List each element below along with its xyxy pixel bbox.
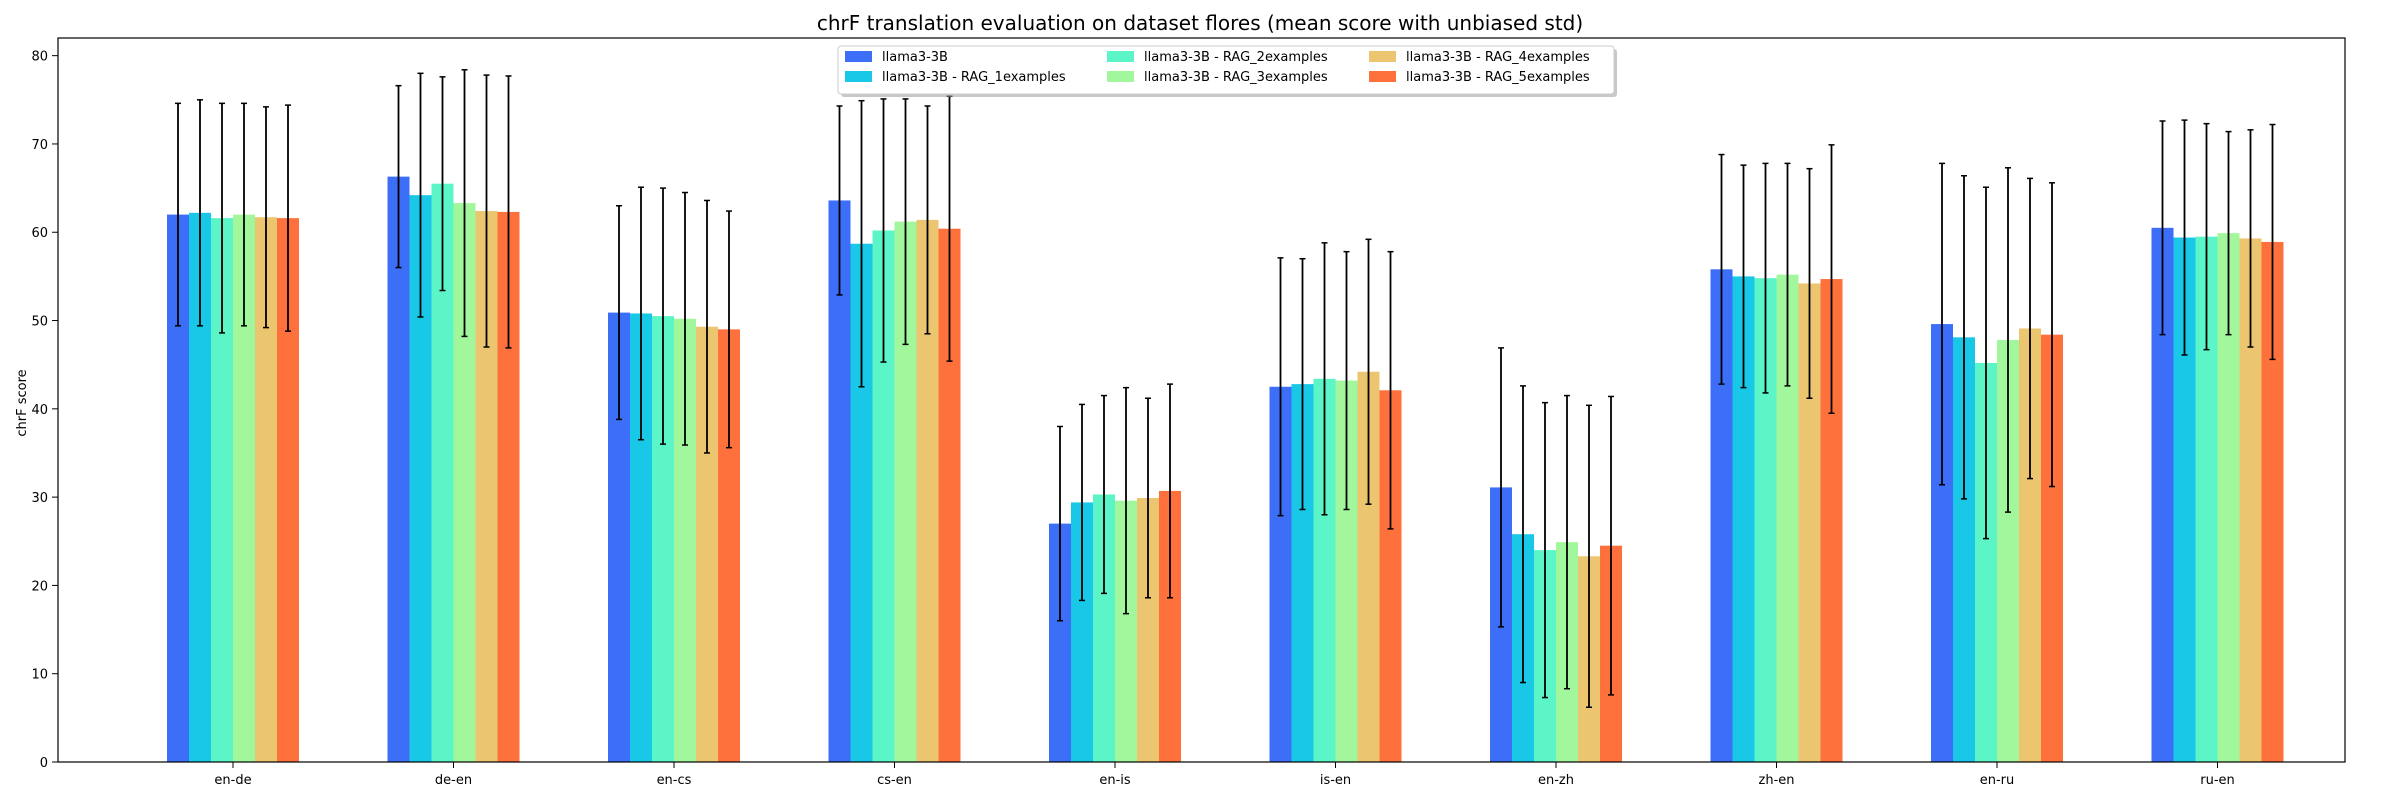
bar-de-en-series-4 bbox=[453, 203, 476, 763]
legend-label: llama3-3B - RAG_4examples bbox=[1406, 50, 1590, 65]
bar-en-ru-series-3 bbox=[1975, 362, 1997, 762]
y-tick-label: 80 bbox=[31, 50, 48, 65]
legend-swatch bbox=[1107, 71, 1134, 82]
bar-en-is-series-1 bbox=[1049, 523, 1071, 762]
bar-en-is-series-2 bbox=[1071, 502, 1093, 762]
bar-en-ru-series-6 bbox=[2041, 334, 2063, 762]
bar-is-en-series-3 bbox=[1313, 378, 1336, 762]
bar-ru-en-series-5 bbox=[2239, 238, 2262, 763]
bars-layer bbox=[167, 176, 2284, 763]
y-tick-label: 30 bbox=[31, 491, 48, 506]
bar-en-is-series-5 bbox=[1137, 498, 1159, 762]
x-tick-label: zh-en bbox=[1759, 773, 1795, 788]
y-tick-label: 50 bbox=[31, 315, 48, 330]
legend-swatch bbox=[1107, 51, 1134, 62]
bar-en-ru-series-4 bbox=[1997, 339, 2019, 762]
bar-en-cs-series-2 bbox=[630, 313, 652, 762]
axes: 0 10 20 30 40 50 60 70 80 en-de de-en en-cs cs-en en-… bbox=[31, 37, 2346, 788]
y-tick-label: 40 bbox=[31, 403, 48, 418]
legend-swatch bbox=[845, 71, 872, 82]
x-tick-label: en-de bbox=[214, 773, 251, 788]
legend-label: llama3-3B - RAG_1examples bbox=[882, 70, 1066, 85]
bar-zh-en-series-5 bbox=[1798, 283, 1821, 762]
x-tick-label: en-ru bbox=[1980, 773, 2015, 788]
bar-de-en-series-6 bbox=[497, 211, 520, 762]
legend-swatch bbox=[1369, 71, 1396, 82]
legend-box bbox=[837, 45, 1615, 95]
bar-zh-en-series-4 bbox=[1776, 274, 1799, 762]
bar-is-en-series-2 bbox=[1291, 384, 1314, 762]
bar-ru-en-series-3 bbox=[2195, 236, 2218, 762]
legend-label: llama3-3B - RAG_2examples bbox=[1144, 50, 1328, 65]
bar-de-en-series-3 bbox=[431, 183, 454, 762]
bar-en-ru-series-2 bbox=[1953, 337, 1975, 762]
bar-ru-en-series-6 bbox=[2261, 241, 2284, 762]
x-tick-label: ru-en bbox=[2200, 773, 2235, 788]
bar-en-is-series-4 bbox=[1115, 500, 1137, 762]
x-tick-label: en-is bbox=[1099, 773, 1131, 788]
x-tick-label: is-en bbox=[1320, 773, 1351, 788]
legend-swatch bbox=[845, 51, 872, 62]
error-bars-layer bbox=[175, 69, 2276, 709]
x-tick-label: en-cs bbox=[657, 773, 692, 788]
bar-is-en-series-4 bbox=[1335, 380, 1358, 762]
legend-label: llama3-3B - RAG_5examples bbox=[1406, 70, 1590, 85]
bar-zh-en-series-3 bbox=[1754, 278, 1777, 762]
bar-de-en-series-1 bbox=[387, 176, 410, 762]
bar-en-is-series-3 bbox=[1093, 494, 1115, 762]
x-tick-label: de-en bbox=[435, 773, 472, 788]
bar-ru-en-series-4 bbox=[2217, 233, 2240, 762]
legend-swatch bbox=[1369, 51, 1396, 62]
bar-ru-en-series-1 bbox=[2151, 227, 2174, 762]
bar-en-ru-series-5 bbox=[2019, 328, 2041, 762]
bar-en-ru-series-1 bbox=[1931, 324, 1953, 762]
y-tick-label: 70 bbox=[31, 138, 48, 153]
bar-cs-en-series-3 bbox=[872, 230, 895, 763]
legend: llama3-3B llama3-3B - RAG_1examples llama3… bbox=[837, 45, 1617, 97]
bar-ru-en-series-2 bbox=[2173, 237, 2196, 763]
legend-label: llama3-3B bbox=[882, 50, 948, 65]
bar-cs-en-series-2 bbox=[850, 243, 873, 763]
y-axis-label: chrF score bbox=[15, 369, 30, 436]
bar-en-de-series-3 bbox=[211, 218, 233, 763]
bar-en-is-series-6 bbox=[1159, 490, 1181, 762]
plot-frame bbox=[57, 37, 2346, 763]
bar-cs-en-series-5 bbox=[916, 219, 939, 762]
bar-de-en-series-2 bbox=[409, 195, 432, 762]
bar-zh-en-series-1 bbox=[1710, 269, 1733, 762]
y-tick-label: 10 bbox=[31, 668, 48, 683]
bar-zh-en-series-6 bbox=[1820, 279, 1843, 762]
bar-en-de-series-5 bbox=[255, 217, 277, 763]
bar-zh-en-series-2 bbox=[1732, 276, 1755, 762]
legend-label: llama3-3B - RAG_3examples bbox=[1144, 70, 1328, 85]
bar-en-cs-series-4 bbox=[674, 318, 696, 762]
bar-en-cs-series-1 bbox=[608, 312, 630, 762]
y-tick-label: 60 bbox=[31, 226, 48, 241]
bar-en-de-series-2 bbox=[189, 212, 211, 762]
x-tick-label: en-zh bbox=[1538, 773, 1574, 788]
y-tick-label: 0 bbox=[40, 756, 48, 771]
bar-cs-en-series-6 bbox=[938, 228, 961, 763]
bar-en-de-series-6 bbox=[277, 218, 299, 763]
bar-is-en-series-6 bbox=[1379, 390, 1402, 762]
bar-en-cs-series-3 bbox=[652, 316, 674, 762]
bar-en-de-series-4 bbox=[233, 214, 255, 762]
y-tick-label: 20 bbox=[31, 579, 48, 594]
bar-en-cs-series-5 bbox=[696, 326, 718, 762]
bar-de-en-series-5 bbox=[475, 211, 498, 763]
bar-en-cs-series-6 bbox=[718, 329, 740, 762]
chart-title: chrF translation evaluation on dataset f… bbox=[817, 11, 1583, 35]
bar-cs-en-series-1 bbox=[828, 200, 851, 762]
bar-is-en-series-1 bbox=[1269, 386, 1292, 762]
bar-en-de-series-1 bbox=[167, 214, 189, 762]
bar-cs-en-series-4 bbox=[894, 221, 917, 762]
x-tick-label: cs-en bbox=[877, 773, 912, 788]
bar-is-en-series-5 bbox=[1357, 371, 1380, 762]
